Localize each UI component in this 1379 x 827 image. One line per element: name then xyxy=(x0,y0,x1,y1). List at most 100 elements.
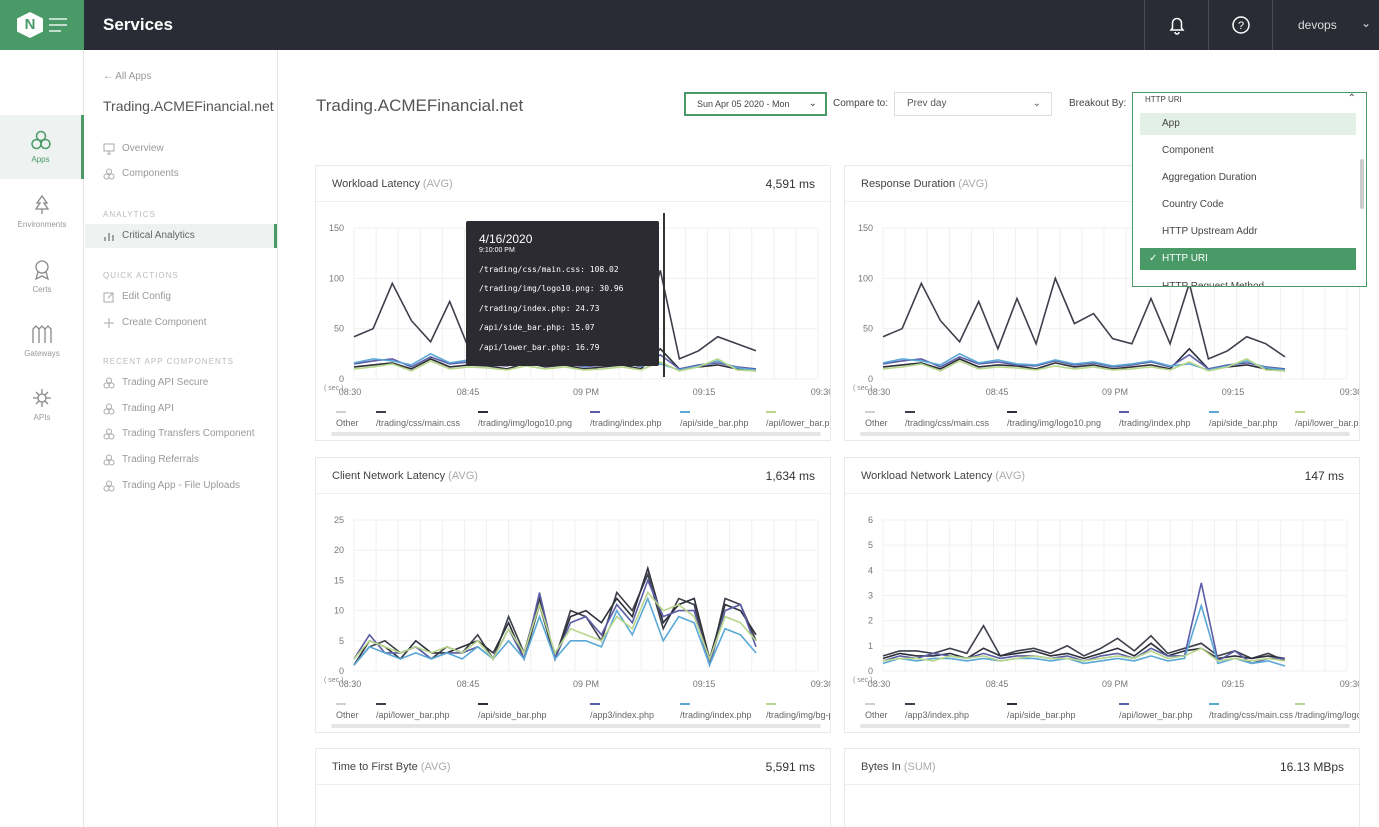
series-line xyxy=(882,582,1285,665)
tooltip-row: /trading/img/logo10.png: 30.96 xyxy=(479,284,624,293)
dropdown-option-component[interactable]: Component xyxy=(1162,145,1214,156)
nav-item-create-component[interactable]: Create Component xyxy=(85,311,277,335)
legend-label: /trading/img/bg-pattern2.p xyxy=(766,710,830,720)
y-tick-label: 0 xyxy=(868,374,873,384)
nav-item-edit-config[interactable]: Edit Config xyxy=(85,285,277,309)
rail-label: Certs xyxy=(32,285,52,294)
panel-header: Response Duration (AVG) xyxy=(845,166,1359,202)
series-line xyxy=(882,358,1286,372)
breakout-value: HTTP URI xyxy=(1145,95,1182,104)
app-title: Trading.ACMEFinancial.net xyxy=(103,98,274,114)
rail-item-certs[interactable]: Certs xyxy=(0,245,84,309)
page-title: Trading.ACMEFinancial.net xyxy=(316,96,524,115)
panel-title-text: Bytes In xyxy=(861,761,901,773)
rail-item-environments[interactable]: Environments xyxy=(0,180,84,244)
dropdown-option-app[interactable]: App xyxy=(1140,113,1356,135)
panel-agg: (AVG) xyxy=(448,470,478,482)
dropdown-option-aggregation-duration[interactable]: Aggregation Duration xyxy=(1162,172,1257,183)
nav-label: Trading App - File Uploads xyxy=(122,480,241,491)
dropdown-scrollbar[interactable] xyxy=(1360,159,1364,209)
date-picker[interactable]: Sun Apr 05 2020 - Mon ⌄ xyxy=(684,92,827,116)
x-tick-label: 09:15 xyxy=(693,679,716,689)
components-icon xyxy=(103,168,115,180)
nav-label: Components xyxy=(122,168,179,179)
user-menu[interactable]: devops xyxy=(1298,18,1337,32)
legend-scrollbar[interactable] xyxy=(331,432,821,436)
x-tick-label: 09 PM xyxy=(1102,387,1128,397)
chevron-up-icon[interactable]: ⌃ xyxy=(1347,93,1356,104)
chevron-down-icon: ⌄ xyxy=(1032,98,1041,109)
panel-header: Client Network Latency (AVG) 1,634 ms xyxy=(316,458,830,494)
chart-hover-cursor xyxy=(663,213,665,377)
menu-icon[interactable] xyxy=(49,18,67,36)
panel-workload-network-latency: Workload Network Latency (AVG) 147 ms 0 1 2… xyxy=(844,457,1360,733)
nav-label: Trading Transfers Component xyxy=(122,428,255,439)
edit-icon xyxy=(103,292,114,303)
icon-rail: Apps Environments Certs Gateways APIs xyxy=(0,50,84,827)
y-tick-label: 20 xyxy=(334,545,344,555)
legend-label: /app3/index.php xyxy=(590,710,654,720)
tooltip-row: /api/lower_bar.php: 16.79 xyxy=(479,343,600,352)
dropdown-option-http-uri[interactable]: ✓ HTTP URI xyxy=(1140,248,1356,270)
y-tick-label: 15 xyxy=(334,575,344,585)
legend-scrollbar[interactable] xyxy=(331,724,821,728)
nav-item-critical-analytics[interactable]: Critical Analytics xyxy=(85,224,277,248)
rail-item-apis[interactable]: APIs xyxy=(0,373,84,437)
recent-component-item[interactable]: Trading API xyxy=(85,397,277,421)
y-tick-label: 150 xyxy=(329,223,344,233)
bell-icon[interactable] xyxy=(1165,13,1189,37)
dropdown-option-http-upstream-addr[interactable]: HTTP Upstream Addr xyxy=(1162,226,1258,237)
breakout-label: Breakout By: xyxy=(1069,98,1127,109)
rail-item-apps[interactable]: Apps xyxy=(0,115,84,179)
nav-label: Trading Referrals xyxy=(122,454,199,465)
y-tick-label: 10 xyxy=(334,606,344,616)
nav-label: Trading API Secure xyxy=(122,377,209,388)
recent-component-item[interactable]: Trading API Secure xyxy=(85,371,277,395)
dropdown-option-http-request-method[interactable]: HTTP Request Method xyxy=(1162,281,1265,287)
legend-scrollbar[interactable] xyxy=(860,724,1350,728)
monitor-icon xyxy=(103,143,115,155)
panel-agg: (AVG) xyxy=(995,470,1026,482)
y-tick-label: 5 xyxy=(868,540,873,550)
panel-value: 16.13 MBps xyxy=(1279,760,1344,774)
panel-header: Workload Network Latency (AVG) 147 ms xyxy=(845,458,1359,494)
section-heading: QUICK ACTIONS xyxy=(103,271,179,280)
legend-label: /api/side_bar.php xyxy=(478,710,547,720)
legend-label: /trading/css/main.css xyxy=(905,418,990,428)
nav-item-components[interactable]: Components xyxy=(85,162,277,186)
x-tick-label: 08:45 xyxy=(986,679,1009,689)
nginx-logo[interactable]: N xyxy=(0,0,84,50)
y-tick-label: 25 xyxy=(334,515,344,525)
x-tick-label: 08:30 xyxy=(868,387,891,397)
back-link[interactable]: ← All Apps xyxy=(103,71,152,82)
dropdown-option-country-code[interactable]: Country Code xyxy=(1162,199,1224,210)
recent-component-item[interactable]: Trading App - File Uploads xyxy=(85,474,277,498)
x-tick-label: 09:30 xyxy=(811,387,830,397)
components-icon xyxy=(103,403,115,415)
legend-scrollbar[interactable] xyxy=(860,432,1350,436)
date-value: Sun Apr 05 2020 - Mon xyxy=(697,99,790,109)
legend-label: Other xyxy=(865,418,888,428)
tooltip-time: 9:10:00 PM xyxy=(479,247,515,254)
panel-title-text: Response Duration xyxy=(861,178,956,190)
rail-item-gateways[interactable]: Gateways xyxy=(0,309,84,373)
recent-component-item[interactable]: Trading Referrals xyxy=(85,448,277,472)
panel-agg: (SUM) xyxy=(903,761,936,773)
chevron-down-icon[interactable]: ⌄ xyxy=(1361,16,1372,30)
panel-time-to-first-byte: Time to First Byte (AVG) 5,591 ms xyxy=(315,748,831,827)
components-icon xyxy=(103,377,115,389)
x-tick-label: 09:30 xyxy=(1340,679,1359,689)
compare-select[interactable]: Prev day ⌄ xyxy=(894,92,1052,116)
breakout-dropdown[interactable]: HTTP URI ⌃ App Component Aggregation Dur… xyxy=(1132,92,1367,287)
series-line xyxy=(882,353,1286,370)
x-tick-label: 09:30 xyxy=(1340,387,1359,397)
y-tick-label: 150 xyxy=(858,223,873,233)
tooltip-date: 4/16/2020 xyxy=(479,232,533,246)
recent-component-item[interactable]: Trading Transfers Component xyxy=(85,422,277,446)
y-tick-label: 3 xyxy=(868,591,873,601)
x-tick-label: 09 PM xyxy=(1102,679,1128,689)
legend-label: /app3/index.php xyxy=(905,710,969,720)
y-tick-label: 50 xyxy=(334,324,344,334)
nav-item-overview[interactable]: Overview xyxy=(85,137,277,161)
help-icon[interactable]: ? xyxy=(1229,13,1253,37)
